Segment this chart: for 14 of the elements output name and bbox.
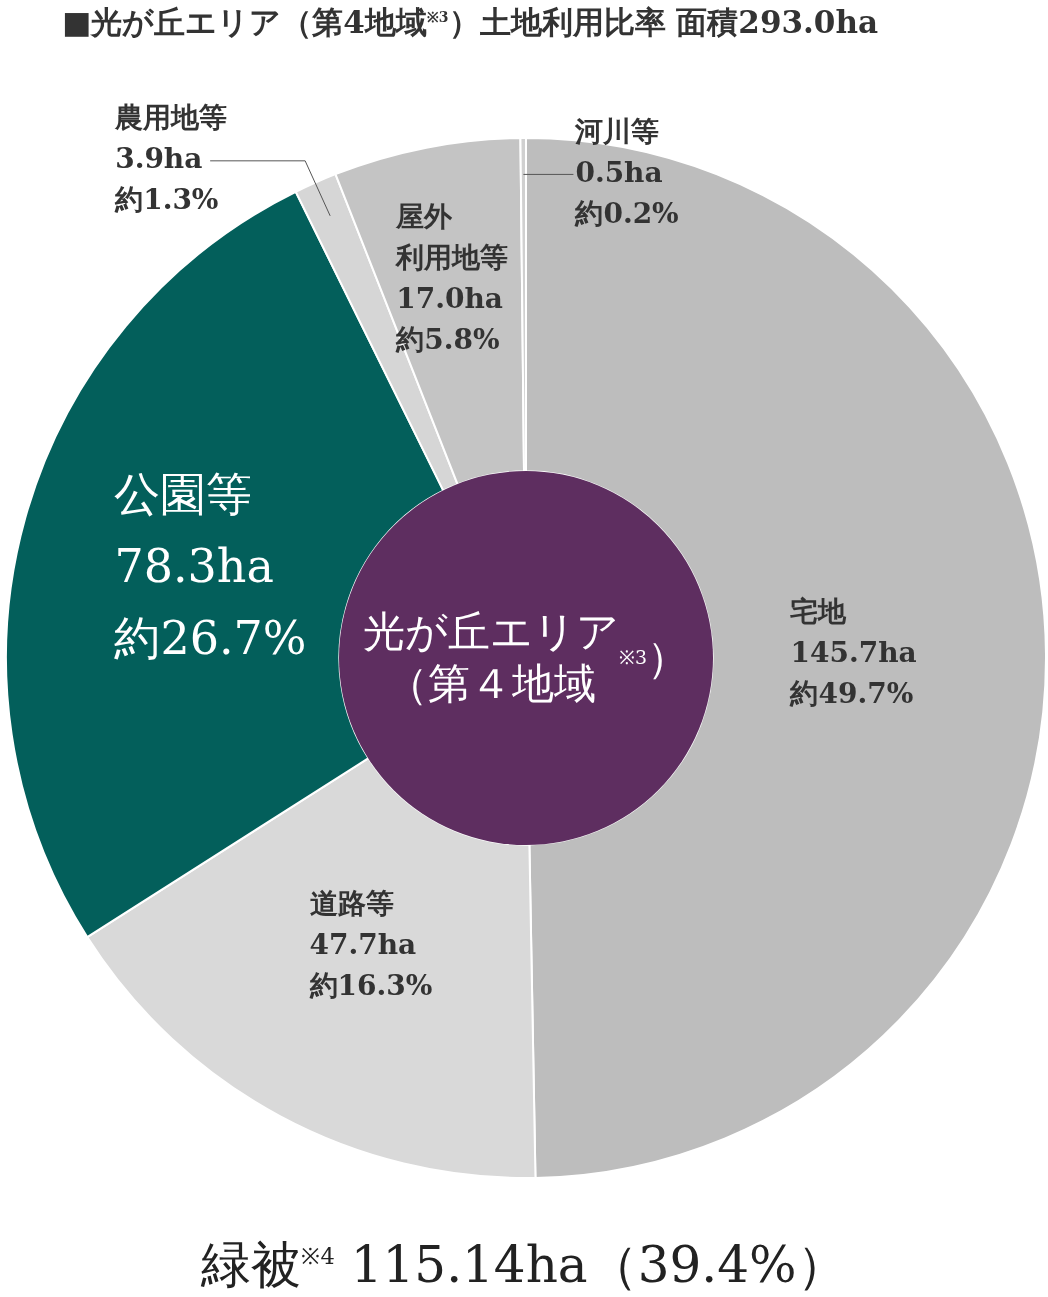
slice-label: 屋外利用地等	[395, 200, 509, 275]
data-label: 78.3ha 約26.7%	[114, 538, 307, 665]
data-label: 3.9ha 約1.3%	[114, 142, 219, 217]
slice-label: 道路等	[309, 886, 394, 920]
slice-label: 農用地等	[114, 101, 228, 135]
data-label: 0.5ha 約0.2%	[574, 155, 679, 230]
slice-label: 公園等	[114, 466, 253, 521]
slice-label: 河川等	[574, 114, 660, 148]
data-label: 17.0ha 約5.8%	[395, 282, 503, 357]
data-label: 47.7ha 約16.3%	[308, 927, 433, 1002]
data-label: 145.7ha 約49.7%	[789, 636, 917, 711]
chart-title: ■光が丘エリア（第4地域$^{※3}$）土地利用比率 面積293.0ha	[62, 3, 879, 42]
slice-label: 宅地	[790, 595, 848, 629]
text: 緑被$^{※4}$ 115.14ha（39.4%）	[200, 1235, 848, 1296]
